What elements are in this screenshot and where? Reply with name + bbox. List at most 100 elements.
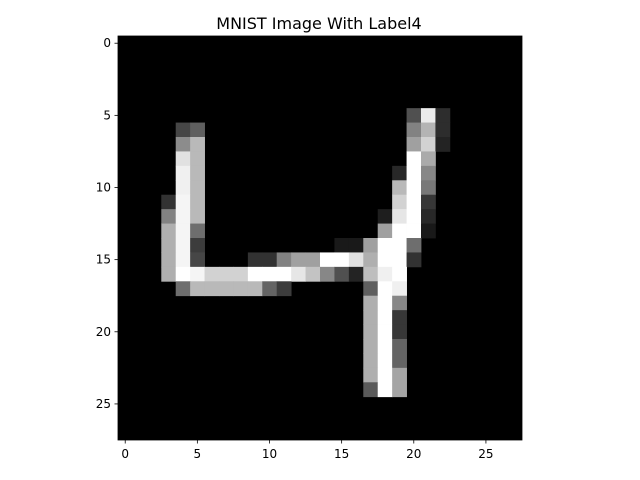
pixel-cell — [175, 252, 191, 268]
pixel-cell — [363, 382, 379, 398]
y-tick-label: 20 — [96, 325, 111, 339]
pixel-cell — [291, 252, 306, 268]
pixel-cell — [175, 223, 191, 239]
pixel-cell — [421, 108, 436, 123]
pixel-cell — [190, 122, 205, 138]
pixel-cell — [320, 266, 335, 282]
pixel-cell — [175, 281, 191, 297]
pixel-cell — [175, 266, 191, 282]
pixel-cell — [233, 266, 249, 282]
pixel-cell — [406, 238, 422, 253]
axes-frame — [117, 35, 523, 441]
y-tick-label: 10 — [96, 181, 111, 195]
y-tick-label: 5 — [103, 108, 111, 122]
pixel-cell — [161, 252, 177, 268]
pixel-cell — [175, 238, 191, 253]
pixel-cell — [392, 180, 407, 196]
x-tick-label: 25 — [478, 447, 493, 461]
pixel-cell — [377, 367, 393, 383]
x-tick-label: 10 — [262, 447, 277, 461]
pixel-cell — [406, 137, 422, 152]
pixel-cell — [377, 281, 393, 297]
pixel-cell — [175, 165, 191, 181]
pixel-cell — [377, 339, 393, 354]
pixel-cell — [406, 122, 422, 138]
pixel-cell — [219, 281, 234, 297]
pixel-cell — [363, 295, 379, 311]
pixel-cell — [334, 252, 350, 268]
pixel-cell — [406, 223, 422, 239]
pixel-cell — [421, 223, 436, 239]
pixel-cell — [377, 310, 393, 325]
pixel-cell — [334, 266, 350, 282]
pixel-cell — [190, 252, 205, 268]
pixel-cell — [421, 165, 436, 181]
pixel-cell — [421, 209, 436, 224]
pixel-cell — [421, 180, 436, 196]
pixel-cell — [175, 137, 191, 152]
pixel-cell — [233, 281, 249, 297]
pixel-cell — [161, 209, 177, 224]
pixel-cell — [392, 252, 407, 268]
pixel-cell — [392, 353, 407, 369]
pixel-cell — [421, 122, 436, 138]
pixel-cell — [262, 252, 278, 268]
x-axis: 0 5 10 15 20 25 — [121, 440, 494, 461]
pixel-cell — [175, 194, 191, 210]
y-axis: 0 5 10 15 20 25 — [96, 36, 118, 411]
x-tick-label: 20 — [406, 447, 421, 461]
pixel-cell — [363, 238, 379, 253]
chart-title: MNIST Image With Label4 — [216, 14, 421, 33]
pixel-cell — [377, 266, 393, 282]
pixel-cell — [392, 281, 407, 297]
pixel-cell — [392, 324, 407, 340]
image-area — [118, 36, 522, 440]
pixel-cell — [190, 151, 205, 167]
pixel-cell — [377, 238, 393, 253]
pixel-cell — [175, 180, 191, 196]
pixel-cell — [305, 252, 321, 268]
pixel-cell — [247, 281, 263, 297]
pixel-cell — [392, 223, 407, 239]
pixel-cell — [363, 339, 379, 354]
pixel-cell — [247, 266, 263, 282]
pixel-cell — [377, 209, 393, 224]
y-tick-label: 25 — [96, 397, 111, 411]
pixel-cell — [175, 122, 191, 138]
pixel-cell — [190, 266, 205, 282]
pixel-cell — [392, 238, 407, 253]
pixel-cell — [392, 165, 407, 181]
pixel-cell — [392, 339, 407, 354]
pixel-cell — [363, 324, 379, 340]
pixel-cell — [190, 180, 205, 196]
pixel-cell — [190, 281, 205, 297]
pixel-cell — [363, 252, 379, 268]
pixel-cell — [377, 295, 393, 311]
pixel-cell — [190, 137, 205, 152]
pixel-cell — [377, 252, 393, 268]
pixel-cell — [190, 194, 205, 210]
pixel-cell — [190, 223, 205, 239]
pixel-cell — [348, 238, 364, 253]
pixel-cell — [363, 367, 379, 383]
pixel-cell — [392, 382, 407, 398]
pixel-cell — [190, 209, 205, 224]
pixel-cell — [262, 266, 278, 282]
pixel-cell — [161, 266, 177, 282]
pixel-cell — [334, 238, 350, 253]
pixel-cell — [392, 295, 407, 311]
x-tick-label: 0 — [121, 447, 129, 461]
pixel-cell — [421, 194, 436, 210]
pixel-cell — [190, 238, 205, 253]
pixel-cell — [421, 137, 436, 152]
pixel-cell — [291, 266, 306, 282]
pixel-cell — [276, 281, 292, 297]
pixel-cell — [392, 367, 407, 383]
pixel-cell — [305, 266, 321, 282]
pixel-cell — [392, 266, 407, 282]
pixel-cell — [190, 165, 205, 181]
pixel-cell — [406, 108, 422, 123]
pixel-cell — [435, 137, 451, 152]
pixel-cell — [421, 151, 436, 167]
